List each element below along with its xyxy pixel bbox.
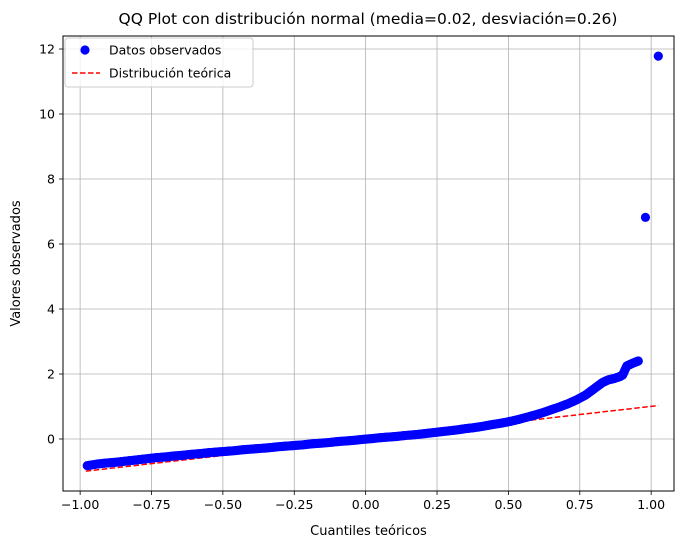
y-tick-label: 10: [39, 107, 55, 122]
legend-box: [64, 37, 254, 88]
x-tick-label: −1.00: [61, 497, 99, 512]
x-tick-label: 0.00: [352, 497, 380, 512]
legend-label-observed: Datos observados: [109, 43, 221, 58]
x-tick-label: 1.00: [637, 497, 665, 512]
y-tick-label: 2: [47, 367, 55, 382]
y-tick-label: 8: [47, 172, 55, 187]
observed-points-layer: [82, 51, 663, 471]
x-tick-label: −0.50: [204, 497, 242, 512]
y-tick-label: 6: [47, 237, 55, 252]
plot-frame: [62, 35, 675, 492]
x-tick-label: 0.75: [566, 497, 594, 512]
x-tick-label: 0.50: [494, 497, 522, 512]
chart-title: QQ Plot con distribución normal (media=0…: [119, 10, 618, 28]
y-axis-ticks: 0 2 4 6 8 10 12: [39, 42, 63, 447]
observed-point: [633, 356, 643, 366]
legend: Datos observados Distribución teórica: [64, 37, 254, 88]
y-tick-label: 4: [47, 302, 55, 317]
legend-marker-observed: [80, 45, 90, 55]
y-axis-label: Valores observados: [9, 200, 24, 327]
y-tick-label: 0: [47, 432, 55, 447]
x-axis-ticks: −1.00 −0.75 −0.50 −0.25 0.00 0.25 0.50 0.75 1.00: [61, 491, 665, 512]
x-tick-label: 0.25: [423, 497, 451, 512]
x-tick-label: −0.75: [132, 497, 170, 512]
y-tick-label: 12: [39, 42, 55, 57]
observed-point: [653, 51, 663, 61]
legend-label-theoretical: Distribución teórica: [109, 66, 231, 81]
x-axis-label: Cuantiles teóricos: [310, 524, 427, 539]
observed-point: [640, 212, 651, 222]
x-tick-label: −0.25: [275, 497, 313, 512]
